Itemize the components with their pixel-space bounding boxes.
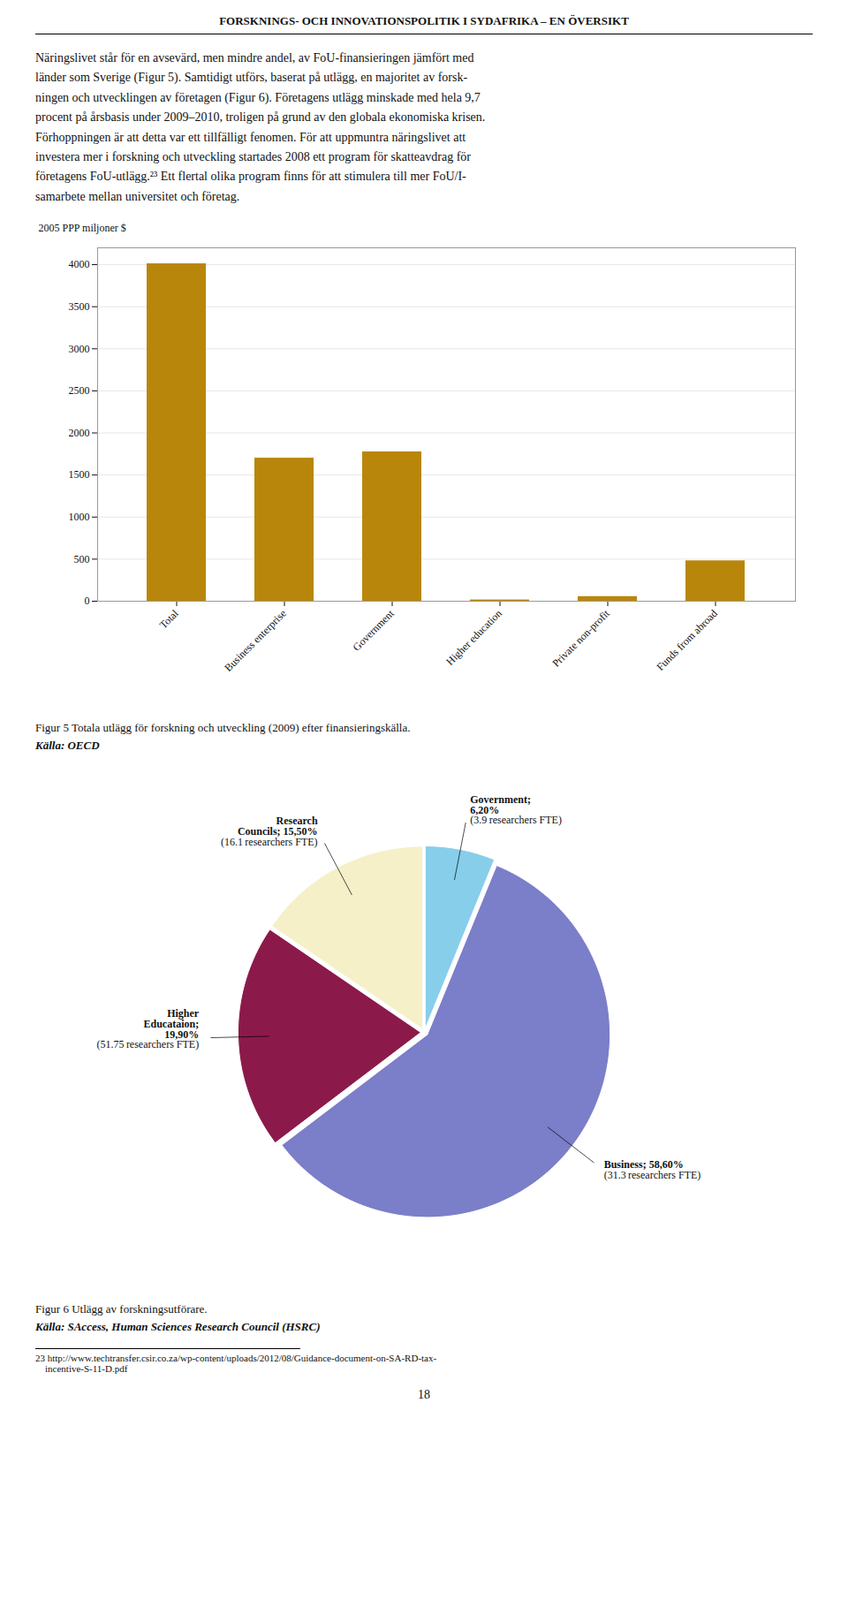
svg-text:2005 PPP miljoner $: 2005 PPP miljoner $ (38, 221, 127, 235)
svg-text:0: 0 (84, 594, 91, 607)
svg-text:ResearchCouncils; 15,50%: ResearchCouncils; 15,50% (237, 814, 318, 838)
svg-text:Higher education: Higher education (443, 606, 505, 668)
svg-text:Government;6,20%: Government;6,20% (469, 793, 531, 817)
svg-text:Business; 58,60%: Business; 58,60% (603, 1158, 684, 1171)
html-text:18: 18 (417, 1387, 431, 1402)
svg-text:2000: 2000 (68, 426, 91, 440)
html-text:23 http://www.techtransfer.csi: 23 http://www.techtransfer.csir.co.za/wp… (35, 1352, 437, 1374)
svg-text:Private non-profit: Private non-profit (549, 606, 613, 670)
html-text:Näringslivet står för en avsev: Näringslivet står för en avsevärd, men m… (35, 51, 486, 203)
svg-text:500: 500 (74, 552, 91, 566)
html-text:FORSKNINGS- OCH INNOVATIONSPOL: FORSKNINGS- OCH INNOVATIONSPOLITIK I SYD… (219, 14, 629, 28)
svg-text:Total: Total (157, 606, 182, 632)
html-text:Figur 5 Totala utlägg för fors: Figur 5 Totala utlägg för forskning och … (35, 720, 411, 735)
html-text:Källa: OECD: Källa: OECD (35, 738, 100, 752)
svg-text:(31.3 researchers FTE): (31.3 researchers FTE) (604, 1168, 702, 1182)
html-text:Källa: SAccess, Human Sciences: Källa: SAccess, Human Sciences Research … (35, 1319, 321, 1334)
html-text:Figur 6 Utlägg av forskningsut: Figur 6 Utlägg av forskningsutförare. (35, 1302, 208, 1316)
svg-text:3000: 3000 (68, 342, 91, 356)
svg-text:1000: 1000 (68, 510, 91, 523)
svg-text:Funds from abroad: Funds from abroad (653, 606, 720, 673)
svg-text:HigherEducataion;19,90%: HigherEducataion;19,90% (143, 1007, 199, 1041)
svg-text:Business enterprise: Business enterprise (221, 606, 289, 674)
svg-text:(16.1 researchers FTE): (16.1 researchers FTE) (220, 835, 318, 848)
svg-text:(3.9 researchers FTE): (3.9 researchers FTE) (469, 813, 562, 826)
svg-text:1500: 1500 (68, 469, 91, 482)
svg-text:2500: 2500 (68, 384, 91, 397)
svg-text:4000: 4000 (68, 258, 91, 272)
svg-text:(51.75 researchers FTE): (51.75 researchers FTE) (96, 1037, 199, 1051)
svg-text:3500: 3500 (68, 300, 91, 313)
svg-text:Government: Government (350, 606, 398, 654)
